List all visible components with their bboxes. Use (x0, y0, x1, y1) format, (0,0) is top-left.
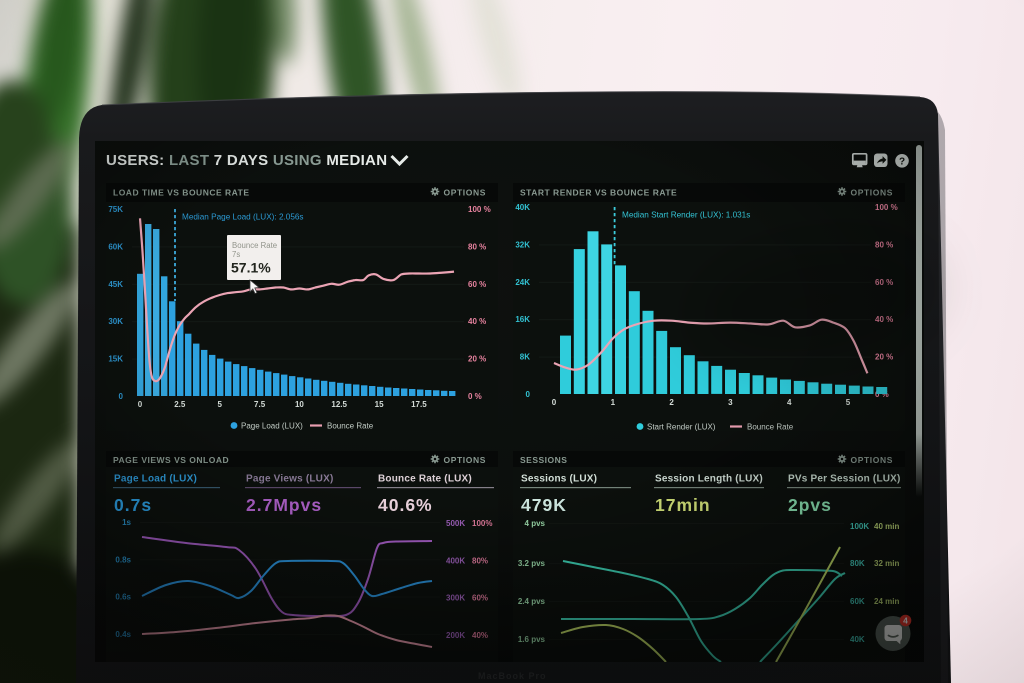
svg-text:0: 0 (526, 390, 531, 399)
svg-text:24K: 24K (515, 278, 530, 287)
svg-text:60 %: 60 % (468, 280, 486, 289)
svg-text:40%: 40% (472, 631, 488, 640)
svg-text:Bounce Rate: Bounce Rate (232, 241, 277, 250)
svg-text:0.8s: 0.8s (115, 555, 131, 564)
svg-text:1.6 pvs: 1.6 pvs (518, 635, 546, 644)
svg-text:Median Page Load (LUX): 2.056s: Median Page Load (LUX): 2.056s (182, 213, 304, 222)
svg-text:24 min: 24 min (874, 597, 899, 606)
svg-text:45K: 45K (108, 280, 123, 289)
svg-text:17min: 17min (655, 495, 711, 515)
svg-text:15: 15 (375, 400, 384, 409)
svg-text:Page Load (LUX): Page Load (LUX) (241, 422, 303, 431)
svg-text:2pvs: 2pvs (788, 495, 832, 515)
svg-text:Page Load (LUX): Page Load (LUX) (114, 474, 197, 485)
svg-text:80 %: 80 % (875, 240, 893, 249)
svg-text:12.5: 12.5 (331, 400, 347, 409)
svg-text:?: ? (899, 156, 905, 167)
svg-text:16K: 16K (515, 315, 530, 324)
svg-text:7.5: 7.5 (254, 400, 266, 409)
svg-text:57.1%: 57.1% (231, 260, 271, 276)
svg-text:8K: 8K (520, 353, 530, 362)
svg-text:2.5: 2.5 (174, 400, 186, 409)
svg-text:500K: 500K (446, 519, 465, 528)
svg-text:0: 0 (138, 400, 143, 409)
svg-text:80 %: 80 % (468, 242, 486, 251)
svg-text:100%: 100% (472, 519, 492, 528)
svg-text:SESSIONS: SESSIONS (520, 455, 567, 465)
svg-text:0 %: 0 % (468, 392, 482, 401)
svg-text:3: 3 (728, 398, 733, 407)
svg-text:Page Views (LUX): Page Views (LUX) (246, 474, 334, 485)
svg-text:20 %: 20 % (468, 355, 486, 364)
svg-text:LOAD TIME VS BOUNCE RATE: LOAD TIME VS BOUNCE RATE (113, 188, 250, 198)
svg-text:20 %: 20 % (875, 353, 893, 362)
svg-text:4: 4 (787, 398, 792, 407)
svg-text:75K: 75K (108, 205, 123, 214)
svg-text:Bounce Rate (LUX): Bounce Rate (LUX) (378, 474, 472, 485)
svg-text:Start Render (LUX): Start Render (LUX) (647, 423, 716, 432)
svg-text:7s: 7s (232, 250, 240, 259)
svg-text:10: 10 (295, 400, 304, 409)
svg-text:3.2 pvs: 3.2 pvs (518, 559, 546, 568)
svg-text:OPTIONS: OPTIONS (851, 455, 893, 465)
svg-text:200K: 200K (446, 631, 465, 640)
svg-text:100K: 100K (850, 522, 869, 531)
svg-text:2.4 pvs: 2.4 pvs (518, 597, 546, 606)
svg-text:40 %: 40 % (468, 317, 486, 326)
svg-text:30K: 30K (108, 317, 123, 326)
svg-text:0.7s: 0.7s (114, 495, 152, 515)
svg-text:0.6s: 0.6s (115, 593, 131, 602)
svg-text:OPTIONS: OPTIONS (851, 188, 893, 198)
svg-text:17.5: 17.5 (411, 400, 427, 409)
svg-text:40 min: 40 min (874, 522, 899, 531)
svg-text:1s: 1s (122, 518, 131, 527)
svg-text:1: 1 (611, 398, 616, 407)
svg-text:100 %: 100 % (468, 205, 491, 214)
svg-text:OPTIONS: OPTIONS (444, 455, 486, 465)
svg-text:Bounce Rate: Bounce Rate (327, 422, 374, 431)
svg-text:MacBook Pro: MacBook Pro (478, 671, 547, 681)
svg-text:Median Start Render (LUX): 1.0: Median Start Render (LUX): 1.031s (622, 211, 750, 220)
svg-text:0.4s: 0.4s (115, 630, 131, 639)
svg-text:80%: 80% (472, 556, 488, 565)
svg-text:100 %: 100 % (875, 203, 898, 212)
svg-text:4: 4 (903, 616, 908, 626)
svg-text:40K: 40K (515, 203, 530, 212)
svg-text:60%: 60% (472, 594, 488, 603)
svg-text:2.7Mpvs: 2.7Mpvs (246, 495, 322, 515)
svg-text:Session Length (LUX): Session Length (LUX) (655, 474, 763, 485)
svg-text:40.6%: 40.6% (378, 495, 433, 515)
svg-text:Sessions (LUX): Sessions (LUX) (521, 474, 597, 485)
svg-text:Bounce Rate: Bounce Rate (747, 423, 794, 432)
svg-text:400K: 400K (446, 556, 465, 565)
svg-text:0 %: 0 % (875, 390, 889, 399)
svg-text:5: 5 (217, 400, 222, 409)
svg-text:60K: 60K (850, 597, 865, 606)
svg-text:80K: 80K (850, 559, 865, 568)
svg-text:32K: 32K (515, 240, 530, 249)
svg-text:START RENDER VS BOUNCE RATE: START RENDER VS BOUNCE RATE (520, 188, 677, 198)
svg-text:0: 0 (119, 392, 124, 401)
svg-text:60K: 60K (108, 242, 123, 251)
svg-text:OPTIONS: OPTIONS (444, 188, 486, 198)
svg-text:5: 5 (846, 398, 851, 407)
svg-text:40K: 40K (850, 635, 865, 644)
svg-text:0: 0 (552, 398, 557, 407)
svg-text:4 pvs: 4 pvs (525, 519, 546, 528)
svg-text:300K: 300K (446, 594, 465, 603)
svg-text:2: 2 (669, 398, 674, 407)
svg-text:479K: 479K (521, 495, 567, 515)
svg-text:32 min: 32 min (874, 559, 899, 568)
svg-text:15K: 15K (108, 355, 123, 364)
svg-text:PVs Per Session (LUX): PVs Per Session (LUX) (788, 474, 901, 485)
svg-text:PAGE VIEWS VS ONLOAD: PAGE VIEWS VS ONLOAD (113, 455, 229, 465)
